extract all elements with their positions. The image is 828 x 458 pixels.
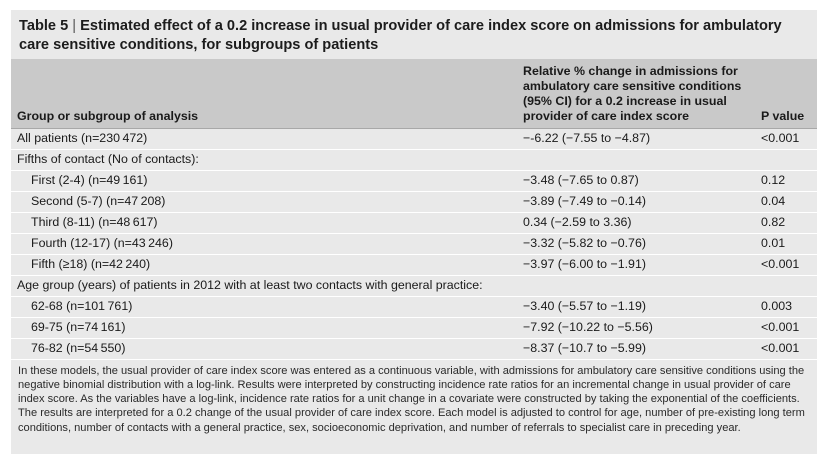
row-label: Fifth (≥18) (n=42 240) — [11, 254, 517, 276]
column-header-change: Relative % change in admissions for ambu… — [517, 59, 755, 129]
row-change: −8.37 (−10.7 to −5.99) — [517, 338, 755, 360]
row-p-value: <0.001 — [755, 128, 817, 150]
table-caption: Estimated effect of a 0.2 increase in us… — [19, 18, 782, 53]
row-change: −7.92 (−10.22 to −5.56) — [517, 317, 755, 339]
row-label: Second (5-7) (n=47 208) — [11, 191, 517, 213]
table-row: Fourth (12-17) (n=43 246) −3.32 (−5.82 t… — [11, 233, 817, 255]
row-p-value: 0.01 — [755, 233, 817, 255]
row-label: All patients (n=230 472) — [11, 128, 517, 150]
table-row: First (2-4) (n=49 161) −3.48 (−7.65 to 0… — [11, 170, 817, 192]
table-number: Table 5 — [19, 18, 69, 34]
row-p-value: <0.001 — [755, 254, 817, 276]
row-p-value: <0.001 — [755, 338, 817, 360]
row-change: −3.89 (−7.49 to −0.14) — [517, 191, 755, 213]
row-p-value: 0.12 — [755, 170, 817, 192]
row-p-value: 0.82 — [755, 212, 817, 234]
table-row: Fifth (≥18) (n=42 240) −3.97 (−6.00 to −… — [11, 254, 817, 276]
table-group-row: Age group (years) of patients in 2012 wi… — [11, 275, 817, 297]
row-change: −3.40 (−5.57 to −1.19) — [517, 296, 755, 318]
table-footnote: In these models, the usual provider of c… — [18, 364, 805, 434]
row-label: Third (8-11) (n=48 617) — [11, 212, 517, 234]
row-label: First (2-4) (n=49 161) — [11, 170, 517, 192]
table-row: 69-75 (n=74 161) −7.92 (−10.22 to −5.56)… — [11, 317, 817, 339]
group-label: Fifths of contact (No of contacts): — [11, 149, 517, 171]
row-change — [517, 149, 755, 171]
title-separator: | — [68, 18, 81, 34]
table-group-row: Fifths of contact (No of contacts): — [11, 149, 817, 171]
table-row: 76-82 (n=54 550) −8.37 (−10.7 to −5.99) … — [11, 338, 817, 360]
table-row: Second (5-7) (n=47 208) −3.89 (−7.49 to … — [11, 191, 817, 213]
row-label: 62-68 (n=101 761) — [11, 296, 517, 318]
row-p-value: 0.04 — [755, 191, 817, 213]
row-label: 76-82 (n=54 550) — [11, 338, 517, 360]
row-change: −3.97 (−6.00 to −1.91) — [517, 254, 755, 276]
table-row: Third (8-11) (n=48 617) 0.34 (−2.59 to 3… — [11, 212, 817, 234]
column-header-p-value: P value — [755, 59, 817, 129]
table-container: Table 5 | Estimated effect of a 0.2 incr… — [11, 10, 817, 454]
column-header-group: Group or subgroup of analysis — [11, 59, 517, 129]
header-row: Group or subgroup of analysis Relative %… — [11, 59, 817, 129]
row-change: −3.48 (−7.65 to 0.87) — [517, 170, 755, 192]
row-label: 69-75 (n=74 161) — [11, 317, 517, 339]
row-p-value: 0.003 — [755, 296, 817, 318]
row-change: −-6.22 (−7.55 to −4.87) — [517, 128, 755, 150]
group-label: Age group (years) of patients in 2012 wi… — [11, 275, 817, 297]
row-p-value — [755, 149, 817, 171]
row-p-value: <0.001 — [755, 317, 817, 339]
table-row: All patients (n=230 472) −-6.22 (−7.55 t… — [11, 128, 817, 150]
table-title: Table 5 | Estimated effect of a 0.2 incr… — [11, 10, 817, 59]
results-table: Group or subgroup of analysis Relative %… — [11, 59, 817, 360]
row-label: Fourth (12-17) (n=43 246) — [11, 233, 517, 255]
row-change: 0.34 (−2.59 to 3.36) — [517, 212, 755, 234]
table-row: 62-68 (n=101 761) −3.40 (−5.57 to −1.19)… — [11, 296, 817, 318]
row-change: −3.32 (−5.82 to −0.76) — [517, 233, 755, 255]
